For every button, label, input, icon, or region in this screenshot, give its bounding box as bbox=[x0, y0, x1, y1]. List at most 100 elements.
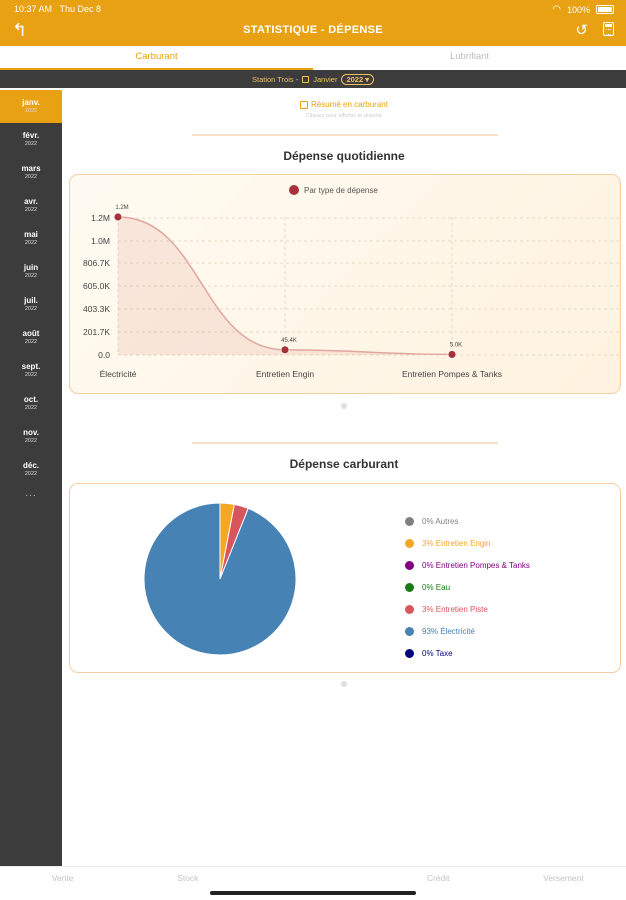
page-title: STATISTIQUE - DÉPENSE bbox=[243, 24, 383, 36]
sidebar-month-item[interactable]: juin 2022 bbox=[0, 255, 62, 288]
legend-item: 0% Eau bbox=[405, 576, 530, 598]
data-label: 5.0K bbox=[450, 342, 462, 348]
history-icon[interactable]: ↺ bbox=[575, 22, 588, 39]
month-label: janv. bbox=[22, 98, 40, 107]
data-point bbox=[113, 212, 123, 222]
month-label: nov. bbox=[23, 428, 39, 437]
home-indicator[interactable] bbox=[210, 891, 416, 895]
sidebar-month-item[interactable]: sept. 2022 bbox=[0, 354, 62, 387]
month-year: 2022 bbox=[24, 207, 38, 213]
daily-section-title: Dépense quotidienne bbox=[283, 149, 405, 163]
pie-chart bbox=[143, 502, 297, 656]
month-sidebar: janv. 2022 févr. 2022 mars 2022 avr. 2022 mai 202… bbox=[0, 90, 62, 866]
tab-carburant[interactable]: Carburant bbox=[0, 46, 313, 70]
calendar-icon bbox=[300, 100, 309, 109]
bottom-tab-versement[interactable]: Versement bbox=[543, 873, 584, 883]
x-tick-label: Électricité bbox=[100, 369, 137, 379]
month-year: 2022 bbox=[24, 273, 38, 279]
page-indicator-dot bbox=[341, 403, 347, 409]
legend-dot bbox=[405, 538, 414, 548]
status-bar: 10:37 AM Thu Dec 8 ◠ 100% bbox=[0, 0, 626, 18]
legend-marker bbox=[289, 185, 299, 195]
sidebar-month-item[interactable]: mars 2022 bbox=[0, 156, 62, 189]
tab-bar: Carburant Lubrifiant bbox=[0, 46, 626, 70]
legend-dot bbox=[405, 604, 414, 614]
y-tick-label: 201.7K bbox=[83, 327, 110, 337]
data-point bbox=[447, 350, 457, 359]
y-tick-label: 1.2M bbox=[91, 213, 110, 223]
bottom-tab-credit[interactable]: Crédit bbox=[426, 873, 450, 883]
month-label: sept. bbox=[21, 362, 41, 371]
divider bbox=[192, 134, 498, 136]
legend-label: 0% Eau bbox=[422, 582, 451, 592]
y-tick-label: 1.0M bbox=[91, 236, 110, 246]
legend-dot bbox=[405, 516, 414, 526]
x-tick-label: Entretien Engin bbox=[256, 369, 314, 379]
y-tick-label: 605.0K bbox=[83, 281, 110, 291]
x-tick-label: Entretien Pompes & Tanks bbox=[402, 369, 502, 379]
sidebar-month-item[interactable]: févr. 2022 bbox=[0, 123, 62, 156]
month-year: 2022 bbox=[24, 174, 38, 180]
year-dropdown[interactable]: 2022 ▾ bbox=[341, 73, 374, 85]
page-indicator-dot bbox=[341, 681, 347, 687]
sidebar-month-item[interactable]: avr. 2022 bbox=[0, 189, 62, 222]
legend-label: Par type de dépense bbox=[304, 186, 378, 195]
legend-item: 93% Électricité bbox=[405, 620, 530, 642]
wifi-icon: ◠ bbox=[552, 4, 561, 15]
data-label: 1.2M bbox=[115, 205, 128, 211]
legend-label: 0% Taxe bbox=[422, 648, 453, 658]
status-time: 10:37 AM Thu Dec 8 bbox=[14, 4, 102, 14]
month-year: 2022 bbox=[24, 306, 38, 312]
month-label: avr. bbox=[24, 197, 38, 206]
month-year: 2022 bbox=[24, 108, 38, 114]
back-arrow-icon[interactable]: ↰ bbox=[12, 20, 28, 40]
legend-label: 0% Autres bbox=[422, 516, 459, 526]
main-content: Résumé en carburant Cliquez pour affiche… bbox=[62, 90, 626, 866]
sidebar-month-item[interactable]: août 2022 bbox=[0, 321, 62, 354]
bottom-tab-vente[interactable]: Vente bbox=[51, 873, 74, 883]
legend-label: 3% Entretien Engin bbox=[422, 538, 491, 548]
legend-item: 3% Entretien Piste bbox=[405, 598, 530, 620]
month-label: oct. bbox=[23, 395, 39, 404]
legend-label: 0% Entretien Pompes & Tanks bbox=[422, 560, 530, 570]
legend-dot bbox=[405, 626, 414, 636]
month-label: Janvier bbox=[313, 74, 338, 84]
header: 10:37 AM Thu Dec 8 ◠ 100% ↰ STATISTIQUE … bbox=[0, 0, 626, 46]
sidebar-month-item[interactable]: nov. 2022 bbox=[0, 420, 62, 453]
tab-lubrifiant[interactable]: Lubrifiant bbox=[449, 51, 490, 62]
legend-item: 0% Entretien Pompes & Tanks bbox=[405, 554, 530, 576]
sidebar-month-item[interactable]: oct. 2022 bbox=[0, 387, 62, 420]
bottom-tab-stock[interactable]: Stock bbox=[177, 873, 199, 883]
month-label: mai bbox=[24, 230, 38, 239]
month-year: 2022 bbox=[24, 141, 38, 147]
month-year: 2022 bbox=[24, 405, 38, 411]
legend-dot bbox=[405, 560, 414, 570]
y-tick-label: 0.0 bbox=[98, 350, 110, 360]
month-label: févr. bbox=[22, 131, 40, 140]
legend-item: 0% Taxe bbox=[405, 642, 530, 664]
status-right: ◠ 100% bbox=[552, 4, 614, 15]
sidebar-month-item[interactable]: déc. 2022 bbox=[0, 453, 62, 486]
pie-legend: 0% Autres 3% Entretien Engin 0% Entretien … bbox=[405, 510, 530, 664]
more-months[interactable]: ... bbox=[25, 488, 37, 499]
pie-chart-card: 0% Autres 3% Entretien Engin 0% Entretien … bbox=[69, 483, 621, 673]
month-label: juil. bbox=[24, 296, 38, 305]
sidebar-month-item[interactable]: juil. 2022 bbox=[0, 288, 62, 321]
y-tick-label: 403.3K bbox=[83, 304, 110, 314]
y-tick-label: 806.7K bbox=[83, 258, 110, 268]
calculator-icon[interactable] bbox=[603, 22, 614, 36]
legend-label: 93% Électricité bbox=[422, 626, 475, 636]
month-label: juin bbox=[23, 263, 39, 272]
bottom-tab-depense[interactable]: Dépense bbox=[250, 867, 375, 900]
status-date: Thu Dec 8 bbox=[59, 4, 102, 14]
data-label: 45.4K bbox=[281, 338, 297, 344]
sidebar-month-item[interactable]: janv. 2022 bbox=[0, 90, 62, 123]
month-year: 2022 bbox=[24, 372, 38, 378]
pie-slice bbox=[143, 502, 297, 656]
summary-link[interactable]: Résumé en carburant bbox=[62, 100, 626, 109]
battery-percent: 100% bbox=[566, 4, 590, 15]
sidebar-month-item[interactable]: mai 2022 bbox=[0, 222, 62, 255]
legend-dot bbox=[405, 582, 414, 592]
month-year: 2022 bbox=[24, 240, 38, 246]
